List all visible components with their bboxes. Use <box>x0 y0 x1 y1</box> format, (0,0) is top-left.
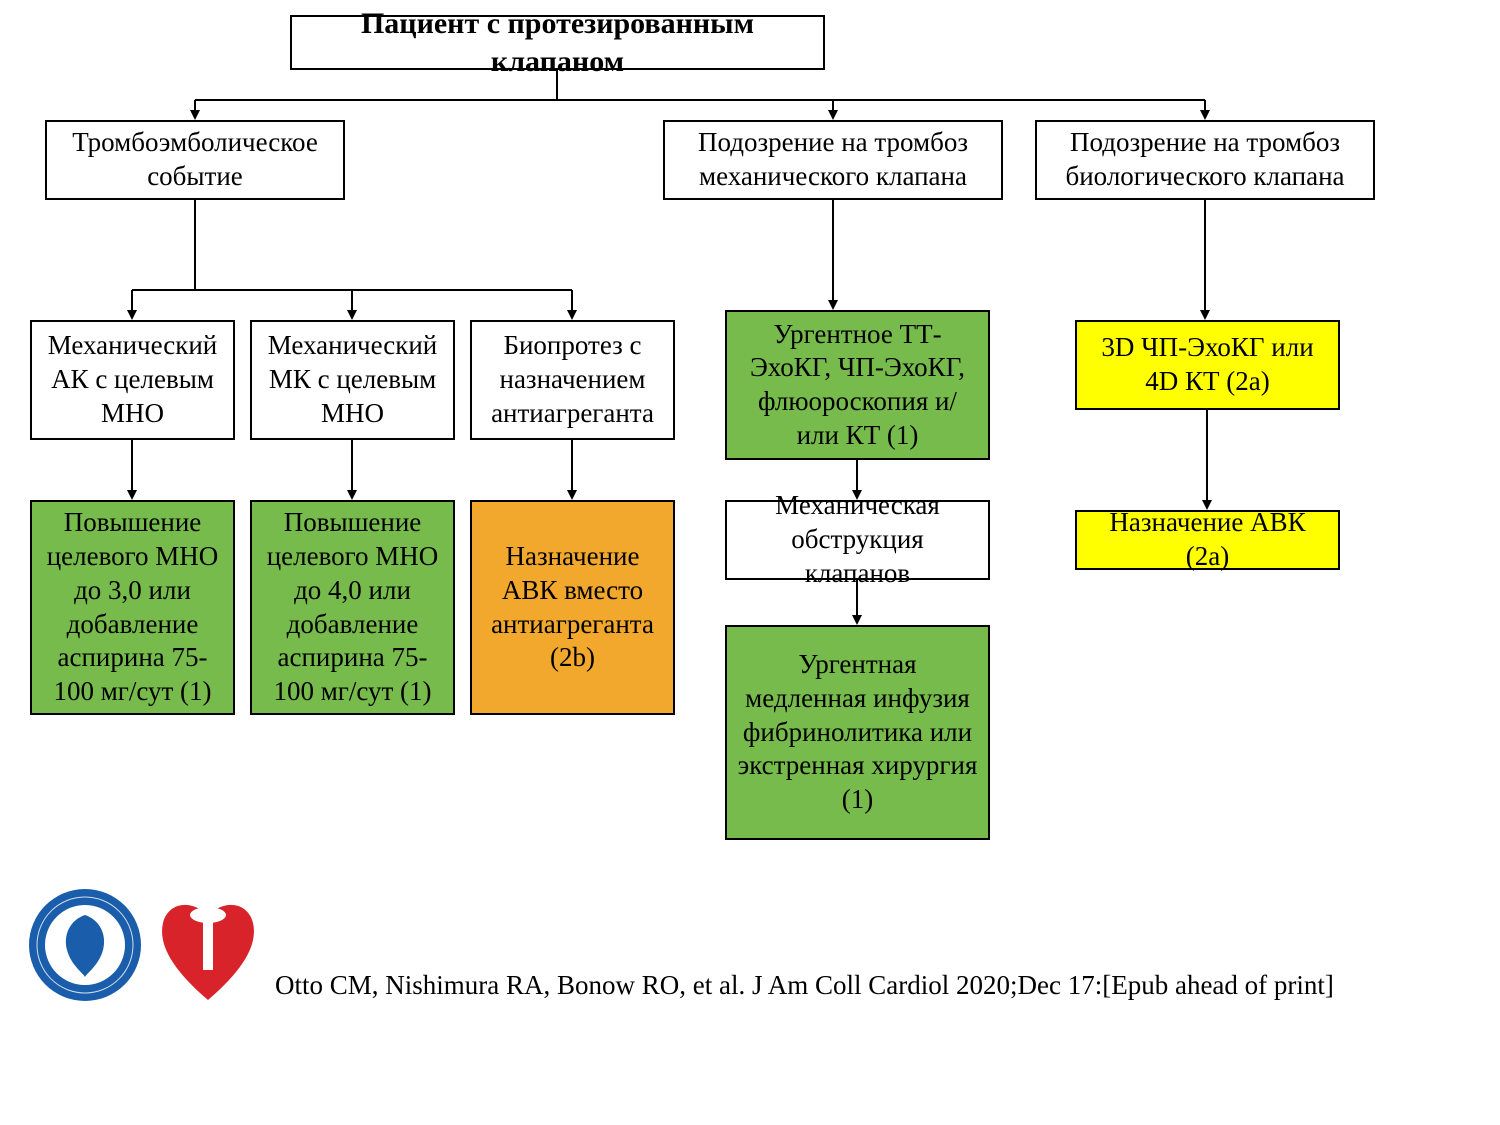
citation-text: Otto CM, Nishimura RA, Bonow RO, et al. … <box>275 970 1334 1001</box>
guideline-logos <box>25 885 263 1005</box>
node-branch-biological-thrombosis: Подозрение на тромбоз биологического кла… <box>1035 120 1375 200</box>
node-mechanical-obstruction: Механическая обструкция клапанов <box>725 500 990 580</box>
node-increase-mno-3: Повышение целевого МНО до 3,0 или добавл… <box>30 500 235 715</box>
node-3d-tee-4d-ct: 3D ЧП-ЭхоКГ или 4D КТ (2a) <box>1075 320 1340 410</box>
node-bioprosthesis-antiagg: Биопротез с назначением антиагреганта <box>470 320 675 440</box>
node-assign-avk-2b: Назначение АВК вместо антиагреганта (2b) <box>470 500 675 715</box>
node-urgent-imaging: Ургентное ТТ-ЭхоКГ, ЧП-ЭхоКГ, флюороскоп… <box>725 310 990 460</box>
node-urgent-fibrinolytic: Ургентная медленная инфузия фибринолитик… <box>725 625 990 840</box>
node-branch-thromboembolic: Тромбоэмболическое событие <box>45 120 345 200</box>
acc-logo-icon <box>25 885 145 1005</box>
node-increase-mno-4: Повышение целевого МНО до 4,0 или добавл… <box>250 500 455 715</box>
node-mechanical-mk: Механический МК с целевым МНО <box>250 320 455 440</box>
node-branch-mechanical-thrombosis: Подозрение на тромбоз механического клап… <box>663 120 1003 200</box>
node-assign-avk-2a: Назначение АВК (2a) <box>1075 510 1340 570</box>
node-root: Пациент с протезированным клапаном <box>290 15 825 70</box>
node-mechanical-ak: Механический АК с целевым МНО <box>30 320 235 440</box>
aha-logo-icon <box>153 885 263 1005</box>
